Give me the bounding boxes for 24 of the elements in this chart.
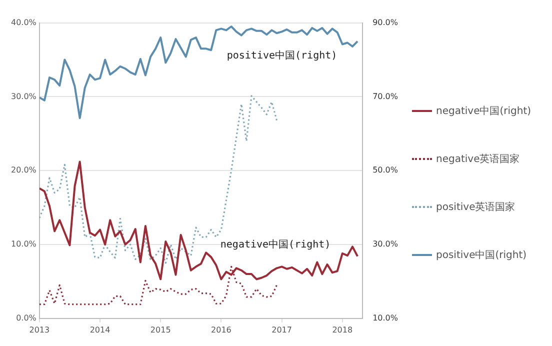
x-tick-label: 2016 (211, 325, 232, 334)
legend-label: positive英语国家 (436, 200, 516, 214)
y-tick-label: 10.0% (10, 240, 37, 249)
x-tick-label: 2017 (272, 325, 292, 334)
y2-tick-label: 10.0% (372, 313, 398, 322)
y2-tick-label: 30.0% (372, 240, 398, 249)
x-tick-label: 2018 (332, 325, 353, 334)
annotation: positive中国(right) (226, 49, 338, 62)
legend-label: negative中国(right) (436, 104, 532, 118)
x-tick-label: 2013 (29, 325, 50, 334)
x-tick-label: 2015 (150, 325, 171, 334)
x-tick-label: 2014 (90, 325, 110, 334)
y2-tick-label: 50.0% (372, 166, 398, 175)
y2-tick-label: 70.0% (372, 92, 398, 101)
y-tick-label: 40.0% (10, 18, 37, 27)
y-tick-label: 30.0% (10, 92, 37, 101)
annotation: negative中国(right) (220, 238, 331, 250)
legend-label: positive中国(right) (436, 248, 527, 262)
y-tick-label: 20.0% (10, 166, 37, 175)
line-series (39, 266, 278, 306)
y2-tick-label: 90.0% (372, 18, 398, 27)
legend-label: negative英语国家 (436, 152, 520, 166)
y-tick-label: 0.0% (16, 313, 37, 322)
line-series (39, 95, 278, 264)
